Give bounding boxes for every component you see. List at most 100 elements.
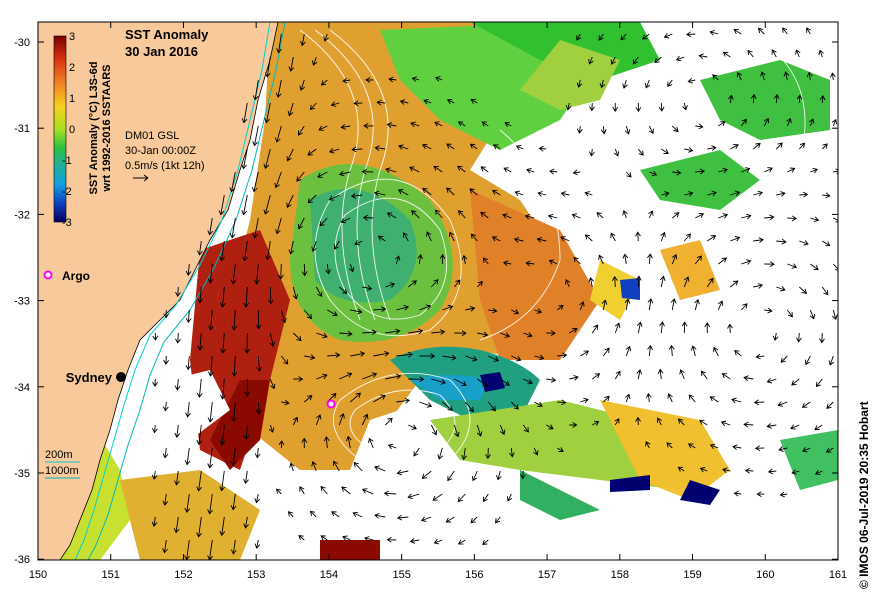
current-arrow-icon: [253, 263, 260, 285]
current-arrow-icon: [244, 332, 250, 354]
current-arrow-icon: [727, 323, 733, 334]
current-arrow-icon: [300, 33, 306, 47]
current-arrow-icon: [598, 254, 604, 265]
current-arrow-icon: [219, 424, 226, 446]
current-arrow-icon: [601, 299, 608, 311]
current-arrow-icon: [731, 397, 742, 404]
current-arrow-icon: [220, 332, 226, 354]
current-arrow-icon: [694, 298, 700, 311]
current-arrow-icon: [207, 401, 214, 423]
y-tick-label: -34: [14, 382, 30, 394]
current-arrow-icon: [292, 286, 299, 300]
current-arrow-icon: [254, 539, 261, 549]
current-arrow-icon: [316, 332, 328, 339]
current-arrow-icon: [399, 99, 409, 105]
current-arrow-icon: [408, 424, 417, 430]
current-arrow-icon: [278, 263, 284, 280]
y-axis: -30-31-32-33-34-35-36: [14, 37, 838, 566]
surface-current-vectors: [151, 27, 838, 560]
current-arrow-icon: [717, 300, 724, 311]
current-arrow-icon: [599, 79, 606, 89]
current-arrow-icon: [796, 94, 803, 104]
current-arrow-icon: [831, 118, 838, 127]
current-arrow-icon: [433, 538, 443, 545]
current-arrow-icon: [645, 392, 652, 403]
current-arrow-icon: [162, 401, 169, 412]
current-arrow-icon: [339, 286, 348, 294]
current-arrow-icon: [695, 212, 705, 219]
current-arrow-icon: [453, 279, 461, 288]
current-arrow-icon: [787, 263, 798, 269]
current-arrow-icon: [821, 143, 828, 150]
current-arrow-icon: [659, 275, 666, 288]
current-arrow-icon: [589, 102, 595, 112]
current-arrow-icon: [741, 213, 752, 220]
current-arrow-icon: [163, 355, 169, 365]
current-arrow-icon: [374, 465, 386, 472]
current-arrow-icon: [350, 193, 363, 199]
current-arrow-icon: [826, 401, 834, 410]
current-arrow-icon: [230, 263, 237, 285]
current-arrow-icon: [408, 328, 424, 335]
current-arrow-icon: [810, 263, 819, 271]
x-tick-label: 150: [29, 569, 47, 581]
current-arrow-icon: [602, 395, 610, 403]
current-arrow-icon: [635, 275, 642, 288]
current-arrow-icon: [730, 144, 739, 150]
current-arrow-icon: [624, 125, 631, 135]
current-arrow-icon: [699, 419, 708, 426]
current-arrow-icon: [808, 118, 815, 127]
current-arrow-icon: [430, 424, 438, 436]
current-arrow-icon: [446, 143, 455, 150]
current-arrow-icon: [569, 422, 578, 428]
current-arrow-icon: [480, 166, 489, 173]
current-arrow-icon: [287, 102, 294, 117]
current-arrow-icon: [499, 424, 506, 436]
current-arrow-icon: [420, 516, 432, 522]
current-arrow-icon: [184, 539, 190, 560]
current-arrow-icon: [267, 286, 274, 305]
current-arrow-icon: [671, 125, 679, 133]
current-arrow-icon: [506, 493, 513, 502]
current-arrow-icon: [376, 99, 386, 106]
isobath-legend-shallow: 200m: [45, 449, 73, 461]
current-arrow-icon: [657, 368, 664, 380]
current-arrow-icon: [373, 306, 387, 313]
current-arrow-icon: [612, 102, 619, 112]
current-arrow-icon: [269, 378, 276, 390]
current-arrow-icon: [828, 355, 835, 366]
current-arrow-icon: [523, 378, 533, 385]
current-arrow-icon: [502, 260, 512, 267]
current-arrow-icon: [207, 447, 214, 469]
current-arrow-icon: [833, 168, 838, 175]
current-arrow-icon: [538, 145, 547, 152]
current-arrow-icon: [579, 301, 585, 311]
current-arrow-icon: [461, 254, 468, 265]
current-arrow-icon: [208, 309, 214, 331]
current-arrow-icon: [515, 144, 524, 151]
current-arrow-icon: [480, 211, 489, 219]
australian-coastline-land: [38, 22, 279, 560]
current-arrow-icon: [491, 236, 501, 242]
current-arrow-icon: [753, 190, 764, 197]
current-arrow-icon: [345, 435, 352, 449]
current-arrow-icon: [832, 263, 838, 271]
current-arrow-icon: [476, 424, 483, 437]
current-arrow-icon: [546, 377, 557, 383]
current-arrow-icon: [421, 470, 432, 479]
colorbar-tick: -3: [62, 217, 72, 229]
current-arrow-icon: [753, 399, 765, 406]
current-arrow-icon: [625, 171, 632, 178]
current-arrow-icon: [299, 79, 305, 91]
current-arrow-icon: [229, 217, 236, 239]
current-arrow-icon: [592, 420, 600, 426]
colorbar-tick: -1: [62, 155, 72, 167]
current-arrow-icon: [252, 217, 259, 239]
current-arrow-icon: [297, 217, 305, 230]
current-arrow-icon: [448, 231, 455, 242]
current-arrow-icon: [509, 447, 515, 458]
current-arrow-icon: [461, 447, 467, 461]
current-arrow-icon: [757, 27, 765, 35]
current-arrow-icon: [635, 102, 642, 113]
current-arrow-icon: [197, 286, 204, 304]
